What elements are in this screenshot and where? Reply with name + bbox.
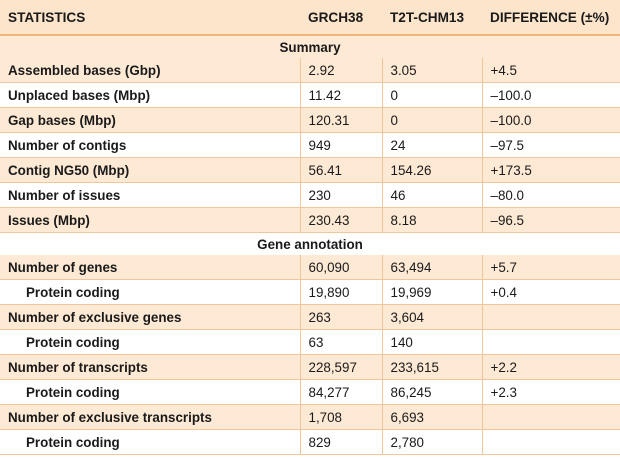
t2t-value: 63,494	[381, 255, 482, 280]
t2t-value: 154.26	[381, 157, 482, 183]
t2t-value: 233,615	[381, 354, 482, 380]
difference-value: +2.3	[481, 379, 620, 405]
row-label: Number of issues	[0, 182, 300, 208]
row-label: Number of exclusive transcripts	[0, 404, 300, 430]
section-title-gene-annotation: Gene annotation	[0, 232, 620, 255]
t2t-value: 6,693	[381, 404, 482, 430]
table-row: Assembled bases (Gbp) 2.92 3.05 +4.5	[0, 58, 620, 83]
row-label: Issues (Mbp)	[0, 207, 300, 233]
grch38-value: 829	[299, 429, 382, 455]
table-row: Number of transcripts 228,597 233,615 +2…	[0, 354, 620, 380]
t2t-value: 19,969	[381, 279, 482, 305]
grch38-value: 56.41	[299, 157, 382, 183]
grch38-value: 2.92	[299, 58, 382, 83]
difference-value: +4.5	[481, 58, 620, 83]
table-row: Number of contigs 949 24 –97.5	[0, 132, 620, 158]
table-row: Protein coding 19,890 19,969 +0.4	[0, 279, 620, 305]
grch38-value: 60,090	[299, 255, 382, 280]
row-label: Assembled bases (Gbp)	[0, 58, 300, 83]
header-statistics: STATISTICS	[0, 0, 300, 36]
t2t-value: 46	[381, 182, 482, 208]
t2t-value: 0	[381, 82, 482, 108]
grch38-value: 19,890	[299, 279, 382, 305]
row-label: Protein coding	[0, 429, 300, 455]
grch38-value: 263	[299, 304, 382, 330]
row-label: Protein coding	[0, 329, 300, 355]
row-label: Number of contigs	[0, 132, 300, 158]
t2t-value: 140	[381, 329, 482, 355]
t2t-value: 3,604	[381, 304, 482, 330]
table-row: Number of exclusive genes 263 3,604	[0, 304, 620, 330]
grch38-value: 230.43	[299, 207, 382, 233]
t2t-value: 2,780	[381, 429, 482, 455]
table-row: Protein coding 63 140	[0, 329, 620, 355]
t2t-value: 3.05	[381, 58, 482, 83]
row-label: Protein coding	[0, 279, 300, 305]
section-title-summary: Summary	[0, 35, 620, 58]
table-row: Number of issues 230 46 –80.0	[0, 182, 620, 208]
row-label: Protein coding	[0, 379, 300, 405]
grch38-value: 228,597	[299, 354, 382, 380]
difference-value	[481, 304, 620, 330]
row-label: Contig NG50 (Mbp)	[0, 157, 300, 183]
section-row-gene-annotation: Gene annotation	[0, 232, 620, 255]
table-row: Protein coding 84,277 86,245 +2.3	[0, 379, 620, 405]
row-label: Number of exclusive genes	[0, 304, 300, 330]
grch38-value: 63	[299, 329, 382, 355]
table-row: Contig NG50 (Mbp) 56.41 154.26 +173.5	[0, 157, 620, 183]
table-row: Unplaced bases (Mbp) 11.42 0 –100.0	[0, 82, 620, 108]
t2t-value: 86,245	[381, 379, 482, 405]
section-row-summary: Summary	[0, 35, 620, 58]
difference-value	[481, 429, 620, 455]
difference-value: –97.5	[481, 132, 620, 158]
table-row: Issues (Mbp) 230.43 8.18 –96.5	[0, 207, 620, 233]
row-label: Number of genes	[0, 255, 300, 280]
grch38-value: 230	[299, 182, 382, 208]
grch38-value: 949	[299, 132, 382, 158]
difference-value: –96.5	[481, 207, 620, 233]
difference-value	[481, 329, 620, 355]
grch38-value: 1,708	[299, 404, 382, 430]
t2t-value: 24	[381, 132, 482, 158]
table-row: Number of genes 60,090 63,494 +5.7	[0, 255, 620, 280]
difference-value	[481, 404, 620, 430]
difference-value: –100.0	[481, 82, 620, 108]
header-difference: DIFFERENCE (±%)	[482, 0, 620, 36]
header-t2t-chm13: T2T-CHM13	[382, 0, 482, 36]
header-grch38: GRCH38	[300, 0, 382, 36]
grch38-value: 11.42	[299, 82, 382, 108]
difference-value: –80.0	[481, 182, 620, 208]
table-row: Protein coding 829 2,780	[0, 429, 620, 455]
t2t-value: 0	[381, 107, 482, 133]
grch38-value: 84,277	[299, 379, 382, 405]
table-row: Gap bases (Mbp) 120.31 0 –100.0	[0, 107, 620, 133]
header-row: STATISTICS GRCH38 T2T-CHM13 DIFFERENCE (…	[0, 0, 620, 36]
difference-value: –100.0	[481, 107, 620, 133]
row-label: Gap bases (Mbp)	[0, 107, 300, 133]
table-row: Number of exclusive transcripts 1,708 6,…	[0, 404, 620, 430]
difference-value: +2.2	[481, 354, 620, 380]
grch38-value: 120.31	[299, 107, 382, 133]
difference-value: +173.5	[481, 157, 620, 183]
row-label: Unplaced bases (Mbp)	[0, 82, 300, 108]
t2t-value: 8.18	[381, 207, 482, 233]
difference-value: +5.7	[481, 255, 620, 280]
difference-value: +0.4	[481, 279, 620, 305]
row-label: Number of transcripts	[0, 354, 300, 380]
